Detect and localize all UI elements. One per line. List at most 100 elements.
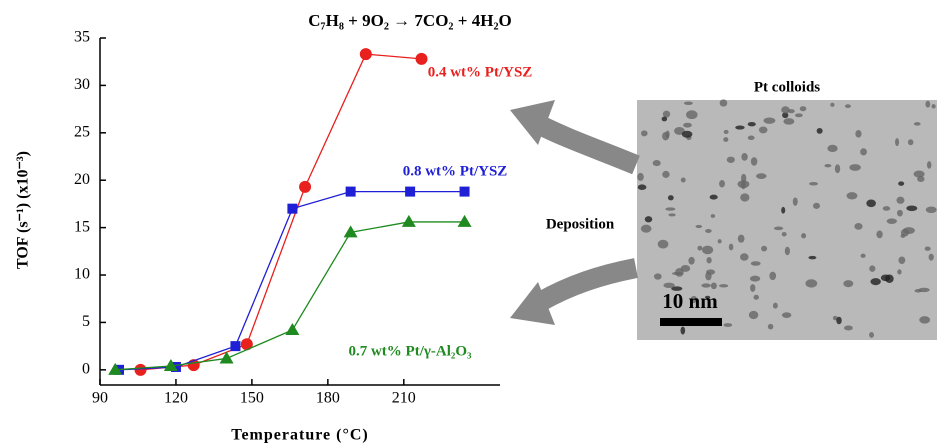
particle [711,214,716,218]
particle [781,106,790,113]
particle [809,182,818,186]
particle [750,284,755,292]
marker [346,187,356,197]
marker [285,323,299,335]
x-tick-label: 150 [240,390,264,407]
particle [914,122,921,125]
particle [774,227,783,231]
marker [402,215,416,227]
particle [846,192,857,199]
particle [769,272,776,281]
particle [668,213,675,216]
particle [876,230,882,238]
particle [866,200,876,208]
particle [918,288,929,292]
particle [684,101,693,105]
particle [761,246,767,252]
particle [813,203,820,209]
particle [897,210,903,217]
particle [735,125,744,129]
particle [750,276,760,282]
y-tick-label: 0 [82,361,90,378]
particle [855,130,861,138]
particle [898,257,905,264]
particle [793,197,798,205]
particle [702,246,713,255]
particle [808,256,816,260]
image-label: Pt colloids [754,79,820,95]
particle [782,312,791,318]
particle [751,157,757,166]
particle [843,280,853,287]
particle [914,171,925,178]
arrows [540,125,636,302]
particle [827,145,837,152]
particle [887,218,897,224]
particle [662,171,669,178]
particle [740,253,749,261]
particle [881,275,890,282]
particle [782,232,787,236]
particle [641,225,652,233]
particle [896,197,904,204]
particle [727,157,735,163]
particle [723,137,728,142]
particle [662,117,667,122]
particle [781,207,785,214]
marker [360,48,372,60]
particle [931,104,935,108]
marker [220,351,234,363]
particle [756,173,767,179]
x-tick-label: 210 [392,390,416,407]
particle [668,195,674,200]
particle [849,164,860,171]
particle [654,273,662,279]
particle [641,130,648,136]
particle [724,130,729,134]
particle [805,279,817,287]
x-tick-label: 180 [316,390,340,407]
particle [718,239,722,243]
particle [883,206,891,211]
particle [759,126,768,133]
particle [645,216,653,222]
y-tick-label: 30 [74,76,90,93]
particle [817,128,823,134]
particle [870,278,880,285]
particle [898,181,904,185]
x-tick-label: 90 [92,390,108,407]
particle [901,229,909,237]
particle [845,104,851,108]
particle [927,161,931,169]
particle [675,268,684,277]
deposition-label: Deposition [546,216,615,232]
particle [666,131,670,138]
marker [135,364,147,376]
particle [738,180,750,188]
particle [751,261,761,266]
particle [701,283,711,287]
particle [869,265,875,272]
particle [919,316,930,323]
particle [696,225,703,228]
particle [665,207,675,210]
particle [785,247,790,255]
particle [869,332,874,338]
marker [299,181,311,193]
chart-title: C₇H₈ + 9O₂ → 7CO₂ + 4H₂O [308,11,512,30]
particle [688,257,694,265]
particle [723,323,732,327]
marker [230,341,240,351]
scale-label: 10 nm [662,289,718,313]
particle [908,139,913,145]
figure: C₇H₈ + 9O₂ → 7CO₂ + 4H₂O Temperature (°C… [0,0,937,448]
particle [705,229,712,233]
particle [681,178,686,183]
particle [754,295,759,300]
particle [740,193,749,201]
particle [783,118,794,125]
particle [682,131,693,138]
particle [768,324,774,330]
marker [458,215,472,227]
marker [460,187,470,197]
